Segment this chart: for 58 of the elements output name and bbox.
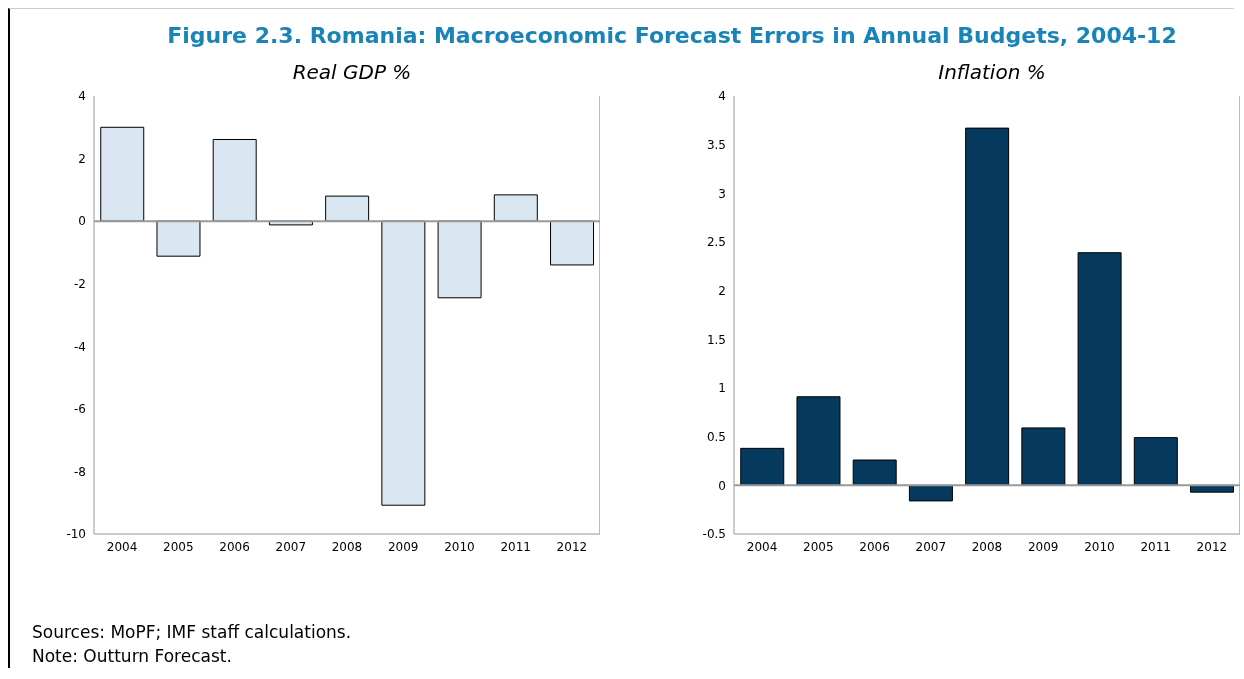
y-tick-label: 2 <box>78 151 86 166</box>
x-tick-label: 2007 <box>275 539 307 554</box>
x-tick-label: 2011 <box>1140 539 1171 554</box>
x-tick-label: 2005 <box>163 539 194 554</box>
y-tick-label: -2 <box>74 276 86 291</box>
x-tick-label: 2008 <box>331 539 363 554</box>
x-tick-label: 2010 <box>444 539 475 554</box>
x-tick-label: 2004 <box>106 539 138 554</box>
y-tick-label: -4 <box>74 339 86 354</box>
bar <box>740 447 785 486</box>
y-tick-label: -6 <box>74 402 86 417</box>
y-tick-label: -8 <box>74 464 86 479</box>
y-tick-label: 0.5 <box>706 429 726 444</box>
bar <box>381 220 426 506</box>
x-tick-label: 2009 <box>1027 539 1059 554</box>
bar <box>1133 437 1178 486</box>
bar <box>212 138 257 222</box>
chart-subtitle: Real GDP % <box>291 60 413 84</box>
y-tick-label: 3.5 <box>706 137 726 152</box>
x-tick-label: 2012 <box>1196 539 1228 554</box>
y-tick-label: 1.5 <box>706 332 726 347</box>
bar <box>550 220 595 266</box>
x-tick-label: 2012 <box>556 539 588 554</box>
bar <box>965 127 1010 486</box>
y-tick-label: 3 <box>718 186 726 201</box>
bar <box>852 459 897 486</box>
y-tick-label: 2.5 <box>706 235 726 250</box>
x-tick-label: 2006 <box>859 539 890 554</box>
x-tick-label: 2008 <box>971 539 1003 554</box>
y-tick-label: -10 <box>66 527 86 542</box>
y-tick-label: 2 <box>718 283 726 298</box>
y-tick-label: 4 <box>718 89 726 104</box>
y-tick-label: -0.5 <box>702 527 726 542</box>
bar <box>1077 252 1122 486</box>
x-tick-label: 2009 <box>387 539 419 554</box>
bar <box>908 484 953 502</box>
bar <box>156 220 201 257</box>
bar <box>437 220 482 299</box>
y-tick-label: 1 <box>718 381 726 396</box>
x-tick-label: 2010 <box>1084 539 1115 554</box>
source-note: Sources: MoPF; IMF staff calculations. <box>32 621 352 644</box>
x-tick-label: 2005 <box>803 539 834 554</box>
bar <box>325 195 370 222</box>
y-tick-label: 0 <box>78 214 86 229</box>
x-tick-label: 2006 <box>219 539 250 554</box>
text: Figure 2.3. Romania: Macroeconomic Forecast Errors in Annual Budgets, 2004-12 <box>166 22 1178 48</box>
bar <box>1190 484 1235 493</box>
text: Note: Outturn Forecast. <box>32 645 233 668</box>
y-tick-label: 0 <box>718 478 726 493</box>
chart-subtitle: Inflation % <box>937 60 1047 84</box>
x-tick-label: 2004 <box>746 539 778 554</box>
bar <box>100 126 145 222</box>
bar <box>493 194 538 222</box>
bar <box>1021 427 1066 486</box>
x-tick-label: 2007 <box>915 539 947 554</box>
bar <box>796 396 841 486</box>
x-tick-label: 2011 <box>500 539 531 554</box>
y-tick-label: 4 <box>78 89 86 104</box>
